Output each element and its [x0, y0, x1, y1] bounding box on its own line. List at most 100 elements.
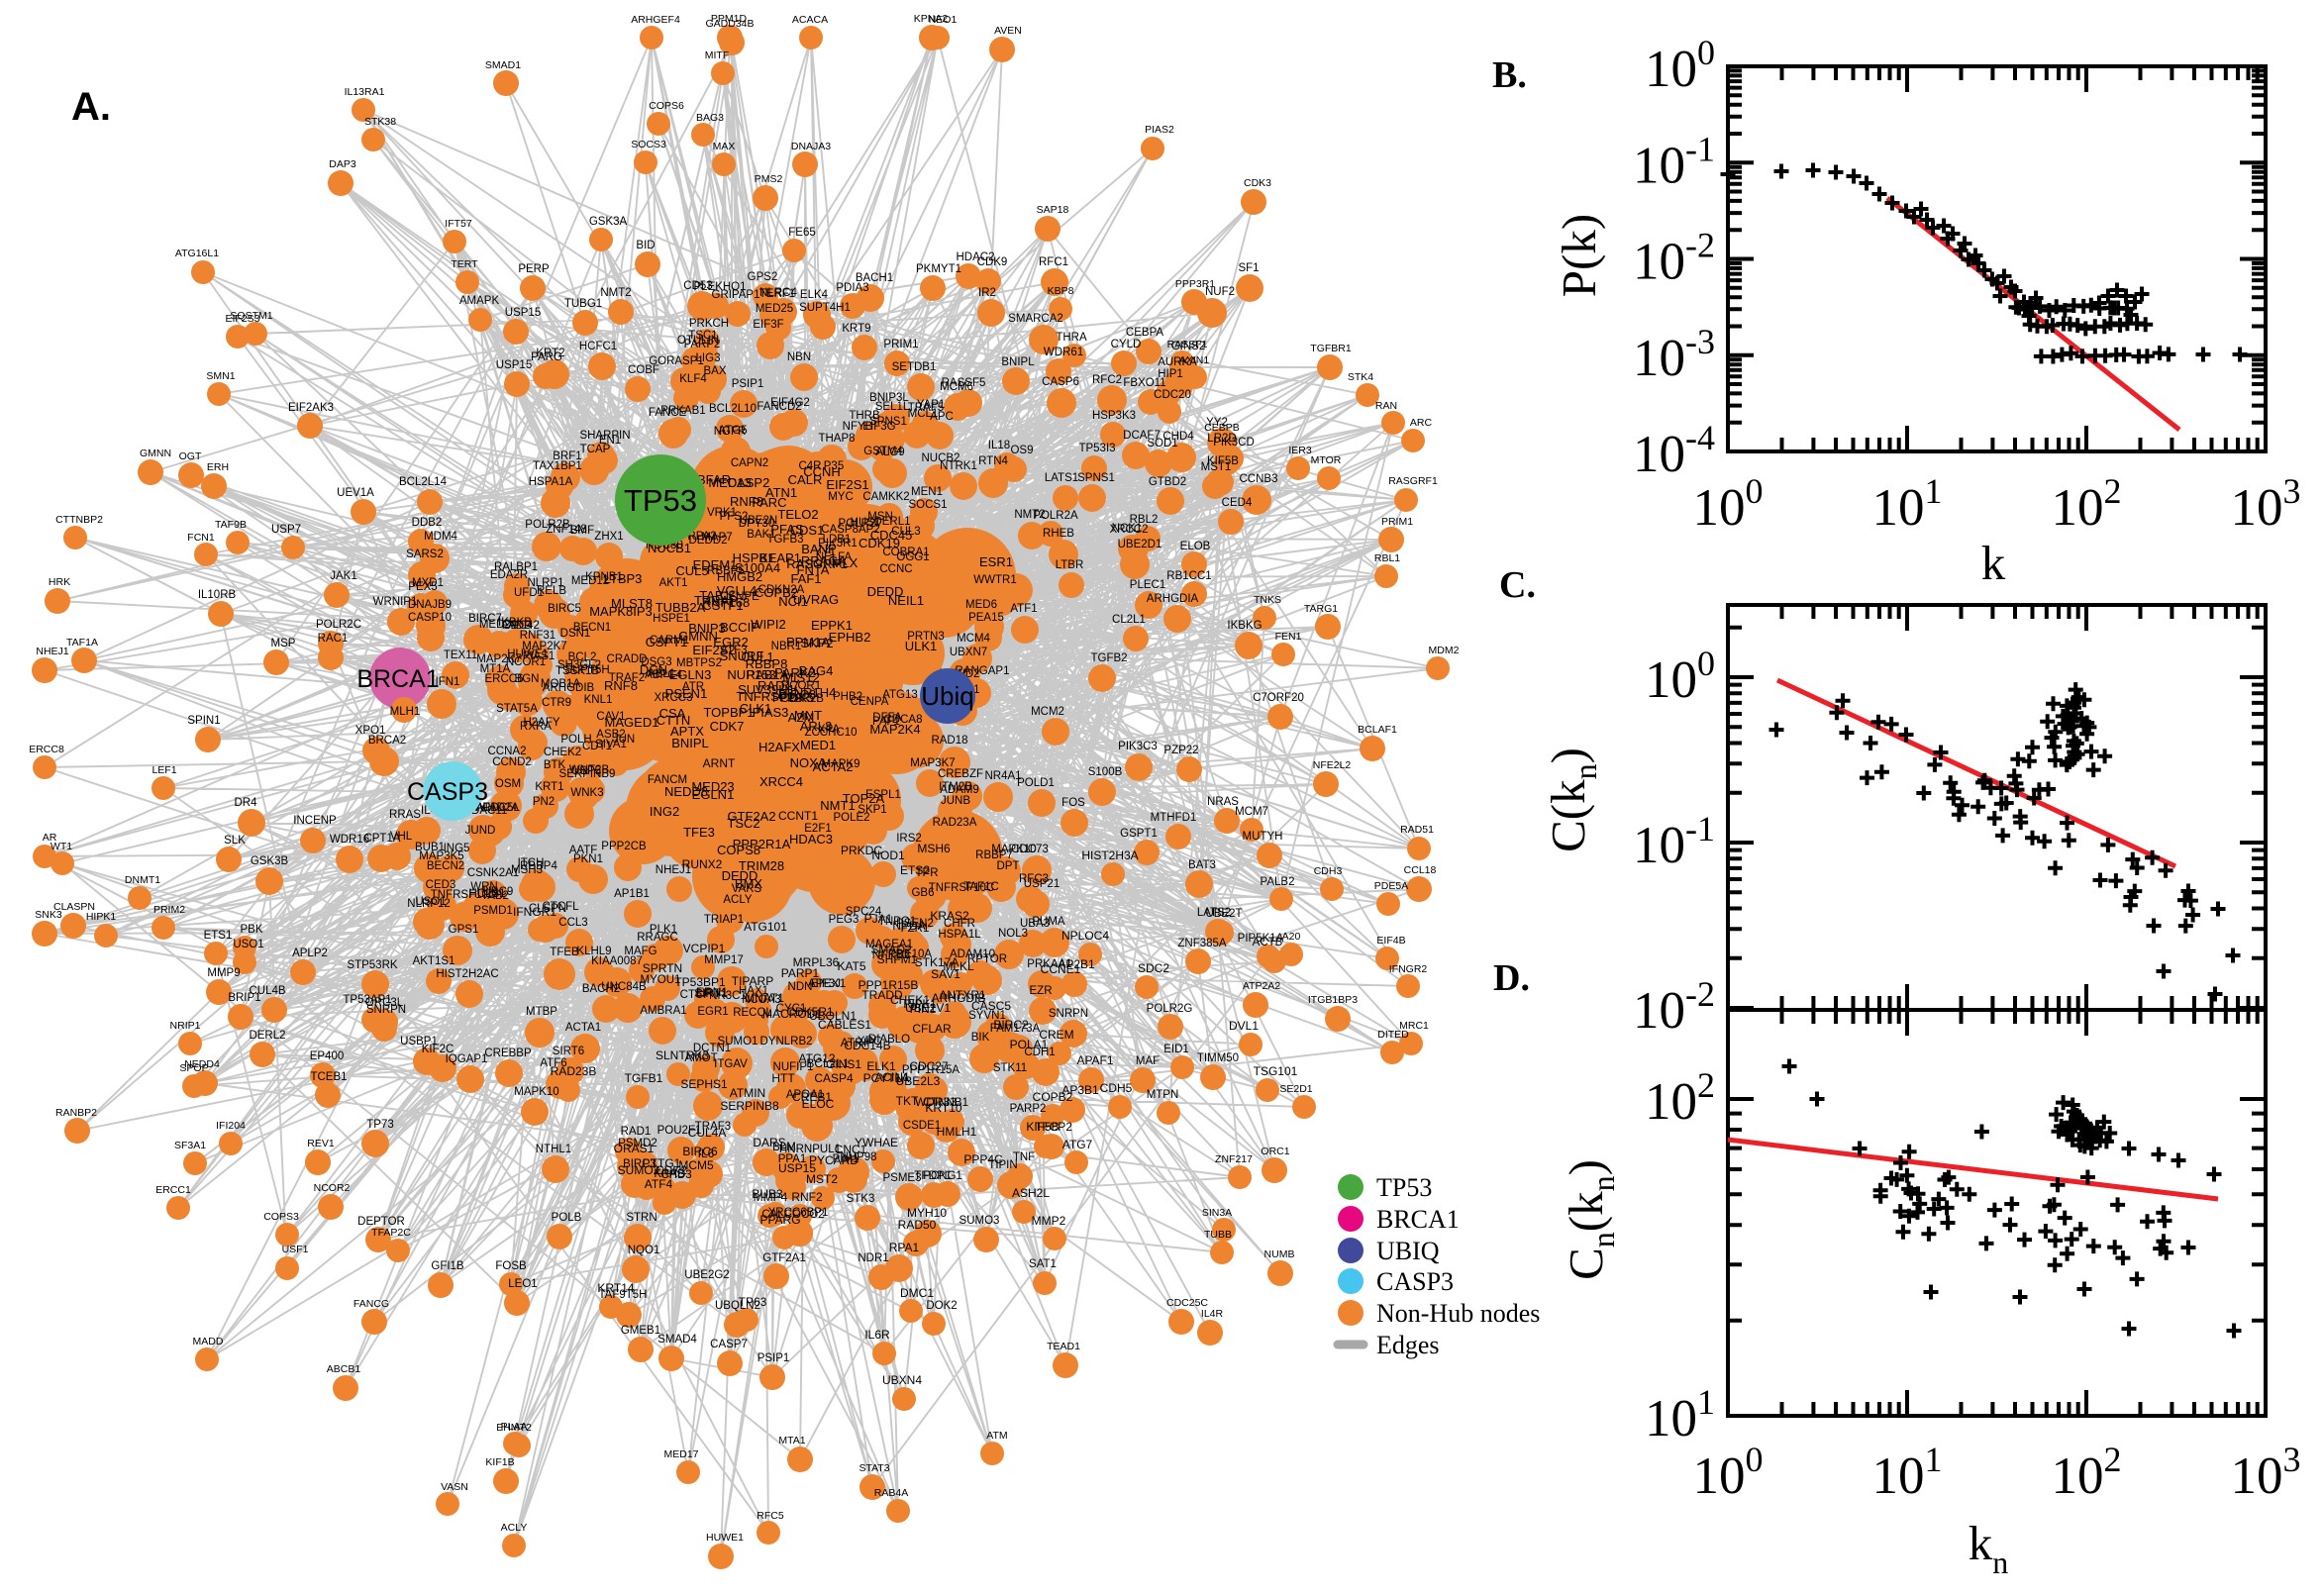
- svg-text:ERCC1: ERCC1: [155, 1184, 191, 1196]
- svg-text:NMT2: NMT2: [600, 287, 631, 299]
- svg-text:APAF1: APAF1: [1076, 1053, 1113, 1067]
- svg-text:BUB1: BUB1: [415, 842, 445, 853]
- svg-text:LTBR: LTBR: [1056, 559, 1084, 571]
- svg-text:TAB2: TAB2: [481, 890, 509, 902]
- svg-text:RAD17: RAD17: [758, 678, 799, 693]
- svg-text:HTT: HTT: [771, 1071, 795, 1085]
- svg-text:USP15: USP15: [496, 359, 532, 371]
- svg-text:PRKAA1: PRKAA1: [1027, 958, 1071, 970]
- svg-text:LTBP3: LTBP3: [604, 571, 643, 586]
- svg-text:FOS: FOS: [1061, 797, 1085, 809]
- svg-text:PIAS2: PIAS2: [1145, 124, 1174, 136]
- svg-text:NCOA3: NCOA3: [742, 994, 781, 1006]
- svg-text:CHD3: CHD3: [660, 1169, 691, 1181]
- svg-text:KLHL9: KLHL9: [576, 946, 611, 957]
- svg-text:POLR2B: POLR2B: [525, 519, 570, 531]
- svg-text:ING5: ING5: [444, 843, 470, 854]
- svg-text:NTHL1: NTHL1: [536, 1144, 571, 1155]
- svg-text:BMF: BMF: [570, 525, 594, 537]
- svg-text:GMNN: GMNN: [140, 448, 171, 459]
- svg-text:ATF3: ATF3: [720, 645, 747, 656]
- svg-text:CUL4A: CUL4A: [688, 1126, 727, 1140]
- svg-text:USO1: USO1: [415, 896, 446, 908]
- svg-text:RIPK1: RIPK1: [903, 999, 936, 1011]
- svg-text:USP7: USP7: [271, 524, 301, 536]
- svg-text:CDK9: CDK9: [977, 256, 1008, 268]
- svg-text:PDE5A: PDE5A: [1374, 880, 1408, 892]
- svg-text:BACH1: BACH1: [856, 272, 893, 284]
- svg-text:RBBP5: RBBP5: [707, 565, 745, 577]
- svg-text:RAD50: RAD50: [898, 1218, 937, 1232]
- svg-text:STK11: STK11: [993, 1062, 1027, 1074]
- svg-text:MBTPS2: MBTPS2: [676, 657, 722, 669]
- svg-text:TFE3: TFE3: [683, 825, 715, 840]
- svg-text:MAFG: MAFG: [624, 946, 656, 957]
- svg-text:APLP2: APLP2: [292, 948, 328, 959]
- svg-text:KIF5B: KIF5B: [1026, 1120, 1059, 1134]
- svg-text:FBXO11: FBXO11: [1123, 377, 1165, 389]
- svg-text:MOB1A: MOB1A: [541, 678, 581, 690]
- svg-text:CL2L1: CL2L1: [1112, 614, 1146, 626]
- svg-text:MXD1: MXD1: [412, 577, 444, 589]
- svg-text:PTTG1: PTTG1: [643, 1156, 681, 1170]
- svg-text:TSG101: TSG101: [1254, 1064, 1298, 1078]
- svg-text:NPLOC4: NPLOC4: [1061, 929, 1109, 943]
- svg-text:AATF: AATF: [569, 845, 598, 856]
- svg-text:LR2D: LR2D: [1207, 433, 1236, 445]
- svg-text:IL6: IL6: [698, 1147, 715, 1160]
- svg-text:MMP2: MMP2: [1032, 1214, 1066, 1228]
- svg-text:PPP2CB: PPP2CB: [601, 841, 647, 852]
- svg-text:PEX5: PEX5: [408, 581, 437, 593]
- svg-text:SERPINB8: SERPINB8: [720, 1099, 779, 1113]
- svg-text:ARHGDIB: ARHGDIB: [932, 991, 986, 1005]
- svg-text:STAT3: STAT3: [858, 1462, 889, 1474]
- svg-text:RBL2: RBL2: [1130, 514, 1159, 526]
- svg-text:STK38: STK38: [364, 116, 396, 128]
- svg-text:MADD: MADD: [193, 1336, 224, 1347]
- svg-text:NCI1: NCI1: [778, 594, 808, 609]
- svg-text:CASP2: CASP2: [728, 475, 770, 490]
- svg-text:STRN: STRN: [626, 1212, 656, 1224]
- svg-text:EN1: EN1: [599, 435, 621, 447]
- svg-text:IFNGR2: IFNGR2: [1389, 963, 1428, 975]
- svg-text:SMN1: SMN1: [206, 370, 235, 382]
- svg-text:ADAM9: ADAM9: [940, 784, 979, 796]
- svg-text:GSK3A: GSK3A: [589, 216, 628, 228]
- svg-text:SF3A1: SF3A1: [174, 1140, 206, 1151]
- svg-text:EGLN1: EGLN1: [692, 787, 735, 802]
- svg-text:VRK1: VRK1: [707, 507, 737, 519]
- svg-text:EIF3G: EIF3G: [862, 421, 895, 433]
- svg-text:RAC1: RAC1: [318, 633, 349, 645]
- svg-text:GATAD2A: GATAD2A: [467, 802, 519, 814]
- svg-text:JUND: JUND: [465, 825, 496, 837]
- svg-text:BNIPL: BNIPL: [1001, 356, 1035, 368]
- svg-text:POLE2: POLE2: [833, 812, 869, 824]
- svg-text:IL6R: IL6R: [864, 1328, 890, 1342]
- svg-text:SKP2: SKP2: [800, 636, 833, 650]
- svg-text:DR4: DR4: [234, 797, 257, 809]
- svg-text:TUBB2A: TUBB2A: [656, 600, 706, 615]
- svg-text:FOSB: FOSB: [495, 1260, 527, 1272]
- svg-text:SEPHS1: SEPHS1: [680, 1077, 728, 1091]
- svg-text:OGG1: OGG1: [896, 551, 929, 563]
- svg-text:YY1: YY1: [814, 547, 836, 558]
- svg-text:RTN4: RTN4: [978, 455, 1008, 467]
- svg-text:TFDP1: TFDP1: [914, 1168, 952, 1182]
- svg-text:PIM1: PIM1: [833, 1153, 859, 1165]
- svg-text:UVRAG: UVRAG: [793, 592, 839, 607]
- svg-text:HIST2H3A: HIST2H3A: [1081, 848, 1138, 862]
- svg-text:GPS2: GPS2: [748, 271, 778, 283]
- svg-text:GFI1B: GFI1B: [431, 1260, 464, 1272]
- svg-text:TIMM50: TIMM50: [1197, 1052, 1239, 1064]
- svg-text:OTULIN: OTULIN: [677, 335, 719, 347]
- svg-text:TNPO1: TNPO1: [878, 916, 916, 928]
- svg-text:RASSF1: RASSF1: [1167, 339, 1208, 350]
- svg-text:CAMKK2: CAMKK2: [862, 491, 909, 503]
- svg-text:LATS2: LATS2: [1197, 907, 1231, 919]
- svg-text:ADAM10: ADAM10: [950, 948, 995, 960]
- svg-text:DFFA: DFFA: [872, 712, 902, 724]
- svg-text:CALCOCO2: CALCOCO2: [761, 1209, 824, 1221]
- svg-text:HDAC3: HDAC3: [789, 832, 833, 847]
- svg-text:HNRNPUL1: HNRNPUL1: [779, 1144, 841, 1155]
- svg-text:SHFM1: SHFM1: [877, 952, 918, 966]
